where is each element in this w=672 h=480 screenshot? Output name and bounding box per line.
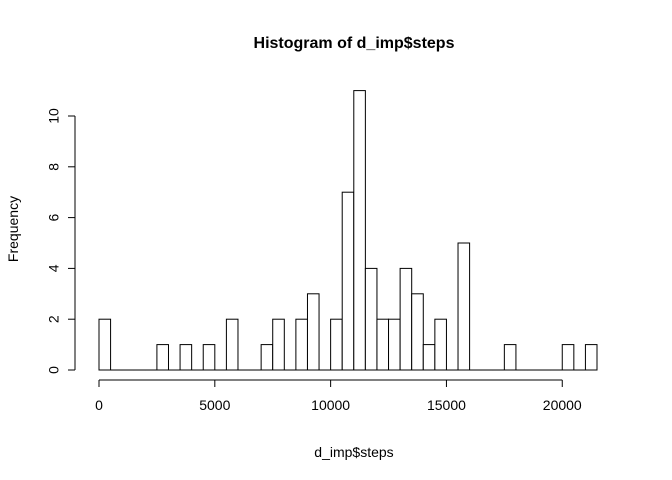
histogram-bar [341,191,355,371]
histogram-bar [179,344,193,371]
histogram-bar [202,344,216,371]
histogram-bar [295,318,308,371]
histogram-bar [434,318,447,371]
y-tick-label: 6 [46,213,62,221]
histogram-bar [364,267,378,371]
y-tick-label: 10 [46,108,62,124]
histogram-bar [353,90,366,371]
histogram-bar [98,318,112,371]
chart-title: Histogram of d_imp$steps [254,35,455,52]
x-axis-label: d_imp$steps [314,444,393,460]
x-tick-label: 5000 [199,397,230,413]
histogram-bar [584,344,598,371]
histogram-bar [411,293,424,371]
histogram-bar [260,344,274,371]
histogram-bar [225,318,239,371]
y-tick-label: 0 [46,366,62,374]
histogram-bar [457,242,471,371]
x-tick-label: 20000 [543,397,582,413]
histogram-bar [399,267,413,371]
y-tick-label: 8 [46,163,62,171]
x-tick-label: 0 [95,397,103,413]
histogram-bar [561,344,575,371]
histogram-bar [330,318,343,371]
histogram-bar [156,344,169,371]
histogram-bar [503,344,517,371]
y-axis-label: Frequency [5,196,21,262]
y-axis: 0 2 4 6 8 10 [46,108,76,374]
histogram-bar [376,318,390,371]
y-tick-label: 2 [46,315,62,323]
x-axis: 0 5000 10000 15000 20000 [95,379,582,413]
histogram-bar [306,293,320,371]
x-tick-label: 10000 [311,397,350,413]
histogram-bar [388,318,401,371]
x-tick-label: 15000 [427,397,466,413]
bars-group [98,90,598,371]
histogram-bar [272,318,285,371]
y-tick-label: 4 [46,264,62,272]
histogram-bar [422,344,436,371]
